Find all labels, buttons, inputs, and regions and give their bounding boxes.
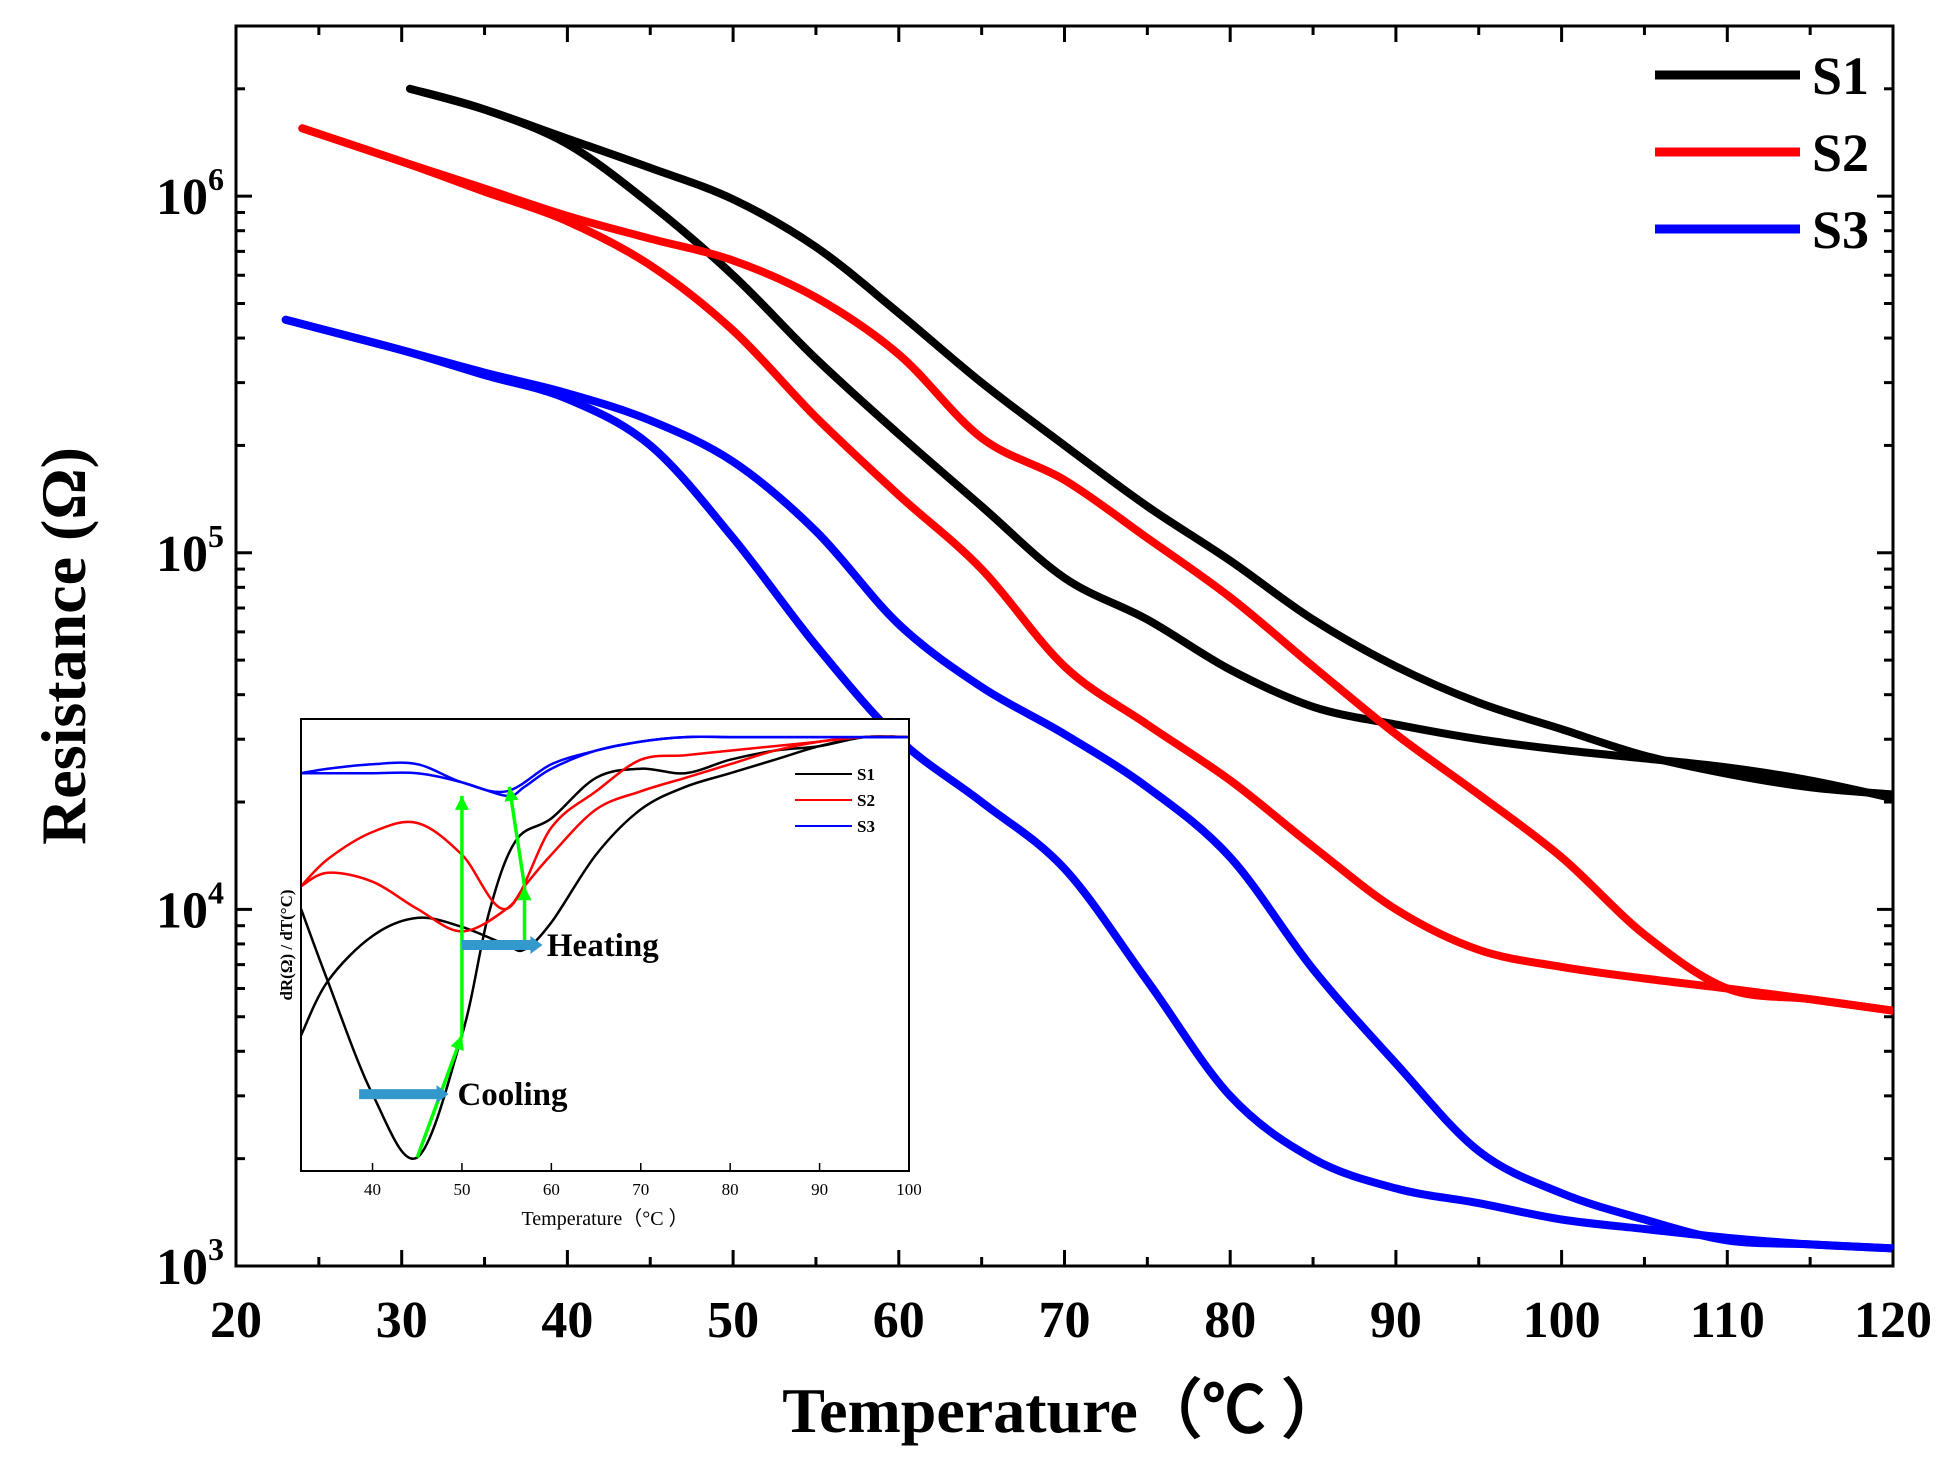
inset-series-s1-heating (301, 735, 909, 1036)
inset-annotations: Cooling Heating (359, 786, 659, 1159)
cooling-marker-head (436, 1085, 449, 1104)
y-tick-label: 104 (156, 874, 224, 939)
inset-x-tick-label: 50 (453, 1180, 470, 1199)
inset-plot: Cooling Heating 40 50 60 70 80 90 100 Temperatu… (277, 718, 922, 1230)
cooling-arrow-s3-head (454, 795, 469, 810)
legend-label-s3: S3 (1812, 200, 1869, 260)
heating-marker-head (530, 936, 543, 954)
inset-x-axis-label: Temperature（°C ） (521, 1207, 688, 1230)
inset-x-tick-label: 100 (896, 1180, 922, 1199)
cooling-arrow-s1-head (450, 1035, 464, 1051)
inset-x-tick-label: 90 (811, 1180, 828, 1199)
inset-x-tick-label: 80 (722, 1180, 739, 1199)
inset-x-tick-label: 70 (632, 1180, 649, 1199)
x-tick-label: 120 (1854, 1292, 1932, 1349)
legend-label-s2: S2 (1812, 123, 1869, 183)
x-tick-label: 50 (707, 1292, 759, 1349)
main-series-s3-heating (281, 315, 1893, 1253)
main-series-s3-cooling (281, 315, 1893, 1253)
main-series-s2-cooling (298, 124, 1893, 1015)
inset-legend-label-s1: S1 (857, 765, 875, 784)
main-series-group (281, 84, 1893, 1253)
cooling-marker (359, 1089, 439, 1100)
inset-y-axis-label: dR(Ω) / dT(°C) (277, 889, 296, 1000)
y-tick-label: 103 (156, 1231, 224, 1296)
y-tick-label: 105 (156, 518, 224, 583)
inset-legend-label-s3: S3 (857, 817, 875, 836)
y-axis-label: Resistance (Ω) (28, 447, 99, 845)
heating-arrow-s1-head (517, 886, 532, 901)
annotation-cooling: Cooling (457, 1077, 568, 1113)
x-tick-label: 40 (541, 1292, 593, 1349)
main-y-axis: 103 104 105 106 (156, 24, 1893, 1296)
legend-label-s1: S1 (1812, 46, 1869, 106)
main-series-s1-heating (406, 84, 1893, 803)
inset-series-group (301, 735, 909, 1160)
heating-marker (461, 940, 533, 950)
inset-series-s3-heating (301, 735, 909, 798)
x-tick-label: 60 (873, 1292, 925, 1349)
x-tick-label: 20 (210, 1292, 262, 1349)
inset-x-tick-label: 60 (543, 1180, 560, 1199)
inset-plot-frame (300, 718, 910, 1172)
main-legend: S1 S2 S3 (1655, 46, 1869, 260)
x-tick-label: 90 (1370, 1292, 1422, 1349)
x-tick-label: 80 (1204, 1292, 1256, 1349)
x-tick-label: 70 (1039, 1292, 1091, 1349)
x-tick-label: 30 (376, 1292, 428, 1349)
heating-arrow-s3-head (504, 786, 519, 802)
x-tick-label: 110 (1690, 1292, 1765, 1349)
main-plot: 20 30 40 50 60 70 80 90 100 110 120 103 104 105 106 T… (28, 24, 1932, 1446)
x-axis-label: Temperature（℃ ） (782, 1375, 1346, 1446)
y-tick-label: 106 (156, 161, 224, 226)
x-tick-label: 100 (1523, 1292, 1601, 1349)
heating-arrow-s3 (507, 786, 527, 887)
inset-x-axis: 40 50 60 70 80 90 100 (364, 1163, 922, 1199)
inset-series-s2-heating (301, 735, 909, 933)
inset-legend-label-s2: S2 (857, 791, 875, 810)
main-series-s2-heating (298, 124, 1893, 1015)
inset-legend: S1 S2 S3 (795, 765, 875, 836)
annotation-heating: Heating (547, 928, 659, 964)
inset-x-tick-label: 40 (364, 1180, 381, 1199)
main-x-axis: 20 30 40 50 60 70 80 90 100 110 120 (210, 26, 1932, 1349)
